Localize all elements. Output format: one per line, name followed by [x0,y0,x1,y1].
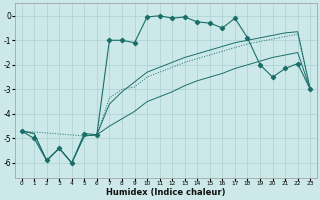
X-axis label: Humidex (Indice chaleur): Humidex (Indice chaleur) [106,188,226,197]
